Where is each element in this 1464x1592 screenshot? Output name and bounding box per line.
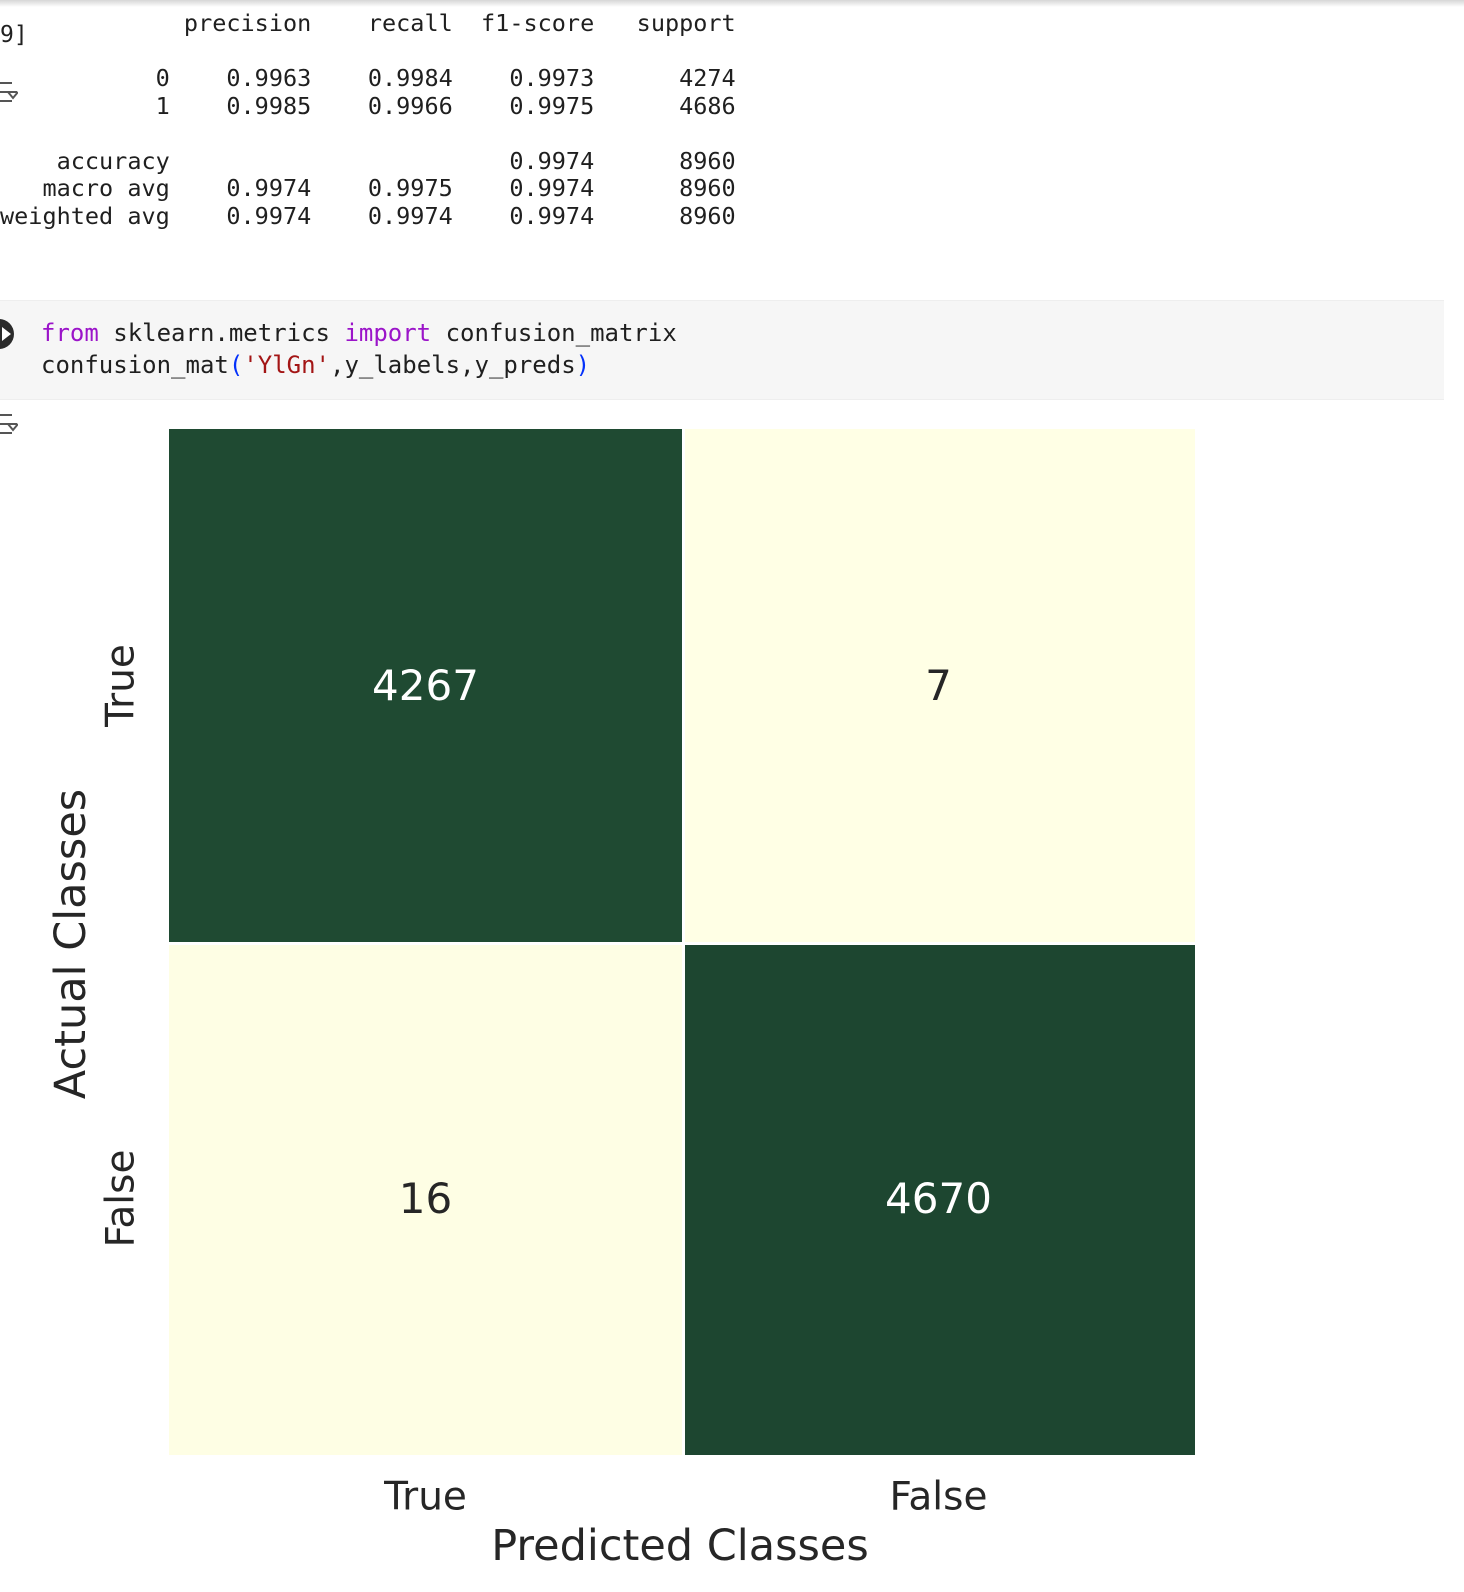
keyword-import: import (344, 319, 432, 347)
report-row: macro avg 0.9974 0.9975 0.9974 8960 (0, 174, 736, 202)
run-cell-icon[interactable] (0, 319, 14, 349)
close-paren: ) (575, 351, 591, 379)
confusion-matrix-heatmap: 4267 7 16 4670 True False True False Predicted C… (46, 429, 1195, 1571)
heatmap-cell (685, 429, 1195, 942)
cell-value-label: 7 (925, 661, 952, 710)
y-axis-label: Actual Classes (46, 789, 96, 1099)
cell-value-label: 4267 (372, 661, 479, 710)
report-header: precision recall f1-score support (0, 9, 736, 37)
y-tick-label: True (99, 644, 144, 728)
x-tick-label: True (383, 1475, 467, 1520)
classification-report: precision recall f1-score support 0 0.99… (0, 9, 736, 230)
keyword-from: from (41, 319, 99, 347)
function-call: confusion_mat (41, 351, 229, 379)
y-tick-label: False (99, 1150, 144, 1248)
module-name: sklearn.metrics (98, 319, 345, 347)
code-line-2: confusion_mat('YlGn',y_labels,y_preds) (41, 351, 590, 379)
report-blank (0, 38, 736, 66)
report-row: accuracy 0.9974 8960 (0, 146, 736, 175)
code-cell[interactable]: from sklearn.metrics import confusion_ma… (0, 300, 1444, 400)
call-arguments: ,y_labels,y_preds (330, 351, 576, 379)
heatmap-cell (685, 945, 1195, 1455)
report-row: 1 0.9985 0.9966 0.9975 4686 (0, 91, 736, 120)
code-editor[interactable]: from sklearn.metrics import confusion_ma… (41, 317, 677, 381)
open-paren: ( (228, 351, 244, 379)
import-name: confusion_matrix (431, 319, 677, 347)
report-blank (0, 120, 736, 148)
code-line-1: from sklearn.metrics import confusion_ma… (41, 319, 677, 347)
output-toggle-icon[interactable] (0, 410, 18, 440)
execution-count: 9] (0, 22, 28, 48)
x-tick-label: False (890, 1475, 988, 1520)
output-toggle-icon[interactable] (0, 78, 18, 108)
report-row: weighted avg 0.9974 0.9974 0.9974 8960 (0, 201, 736, 230)
string-literal: 'YlGn' (243, 351, 330, 379)
report-row: 0 0.9963 0.9984 0.9973 4274 (0, 64, 736, 92)
heatmap-cell (169, 945, 682, 1455)
cell-value-label: 4670 (885, 1174, 992, 1223)
cell-value-label: 16 (399, 1174, 452, 1223)
cell-separator (0, 0, 1464, 7)
heatmap-cell (169, 429, 682, 942)
x-axis-label: Predicted Classes (491, 1521, 869, 1571)
